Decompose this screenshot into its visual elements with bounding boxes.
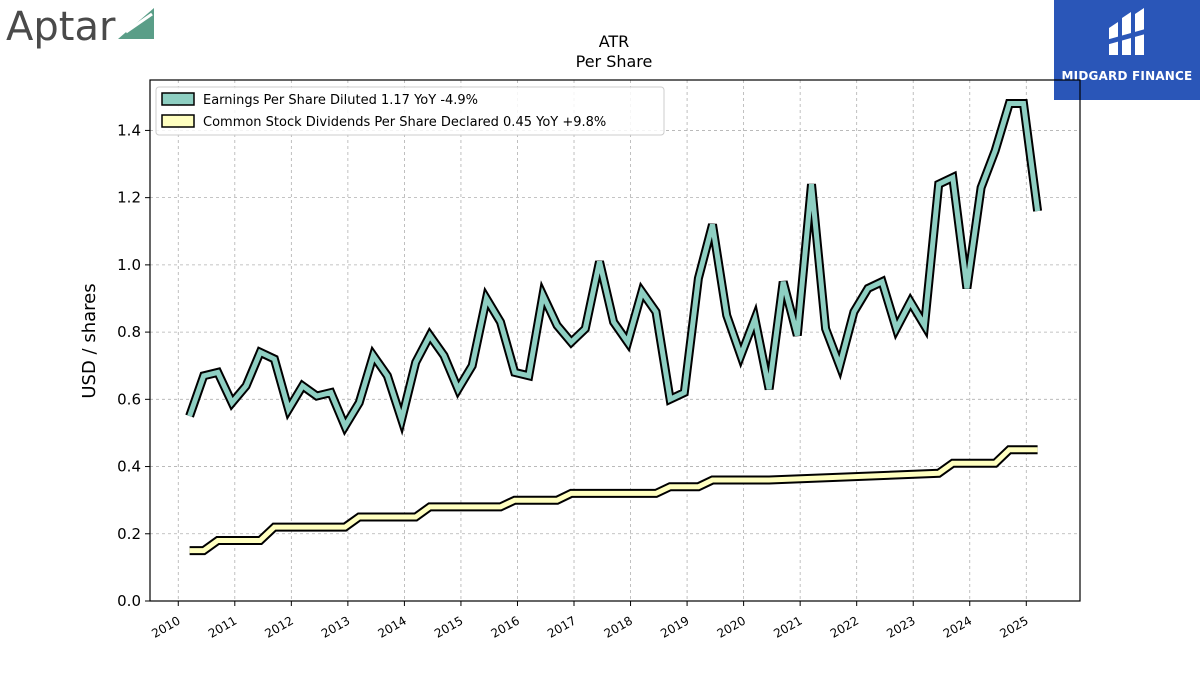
x-tick-label: 2025 — [997, 613, 1030, 640]
partner-logo-mark-icon — [1106, 8, 1149, 55]
chart-title: ATR — [599, 32, 630, 51]
y-tick-label: 1.0 — [117, 256, 141, 274]
x-tick-label: 2014 — [375, 613, 408, 640]
y-tick-label: 0.2 — [117, 525, 141, 543]
y-tick-label: 0.6 — [117, 390, 141, 408]
x-tick-label: 2024 — [941, 613, 974, 640]
series-line-eps — [187, 101, 1041, 432]
chart-subtitle: Per Share — [576, 52, 653, 71]
x-tick-label: 2013 — [319, 613, 352, 640]
x-tick-label: 2019 — [658, 613, 691, 640]
plot-frame — [149, 79, 1081, 602]
partner-logo: MIDGARD FINANCE — [1054, 0, 1200, 100]
x-tick-label: 2021 — [771, 613, 804, 640]
x-tick-label: 2018 — [602, 613, 635, 640]
company-logo-mark-stripe — [125, 12, 153, 34]
x-tick-label: 2011 — [206, 613, 239, 640]
x-tick-label: 2023 — [884, 613, 917, 640]
legend-swatch-dividends — [161, 114, 195, 128]
x-tick-label: 2016 — [489, 613, 522, 640]
legend-box — [155, 86, 665, 136]
y-tick-label: 1.2 — [117, 189, 141, 207]
y-tick-label: 1.4 — [117, 121, 141, 139]
legend-label-eps: Earnings Per Share Diluted 1.17 YoY -4.9… — [203, 93, 478, 108]
legend-label-dividends: Common Stock Dividends Per Share Declare… — [203, 115, 606, 130]
company-logo: Aptar — [6, 4, 154, 50]
partner-logo-text: MIDGARD FINANCE — [1061, 69, 1193, 83]
series-layer — [185, 99, 1043, 556]
x-tick-label: 2020 — [715, 613, 748, 640]
legend: Earnings Per Share Diluted 1.17 YoY -4.9… — [155, 86, 665, 136]
x-tick-label: 2010 — [149, 613, 182, 640]
y-tick-label: 0.4 — [117, 458, 141, 476]
x-tick-label: 2012 — [262, 613, 295, 640]
x-tick-label: 2017 — [545, 613, 578, 640]
series-line-outline-dividends — [189, 445, 1038, 556]
company-logo-text: Aptar — [6, 4, 116, 50]
legend-swatch-eps — [161, 92, 195, 106]
x-tick-label: 2015 — [432, 613, 465, 640]
x-tick-label: 2022 — [828, 613, 861, 640]
y-axis-label: USD / shares — [79, 283, 100, 398]
y-tick-label: 0.0 — [117, 592, 141, 610]
series-line-dividends — [189, 447, 1038, 554]
y-tick-label: 0.8 — [117, 323, 141, 341]
